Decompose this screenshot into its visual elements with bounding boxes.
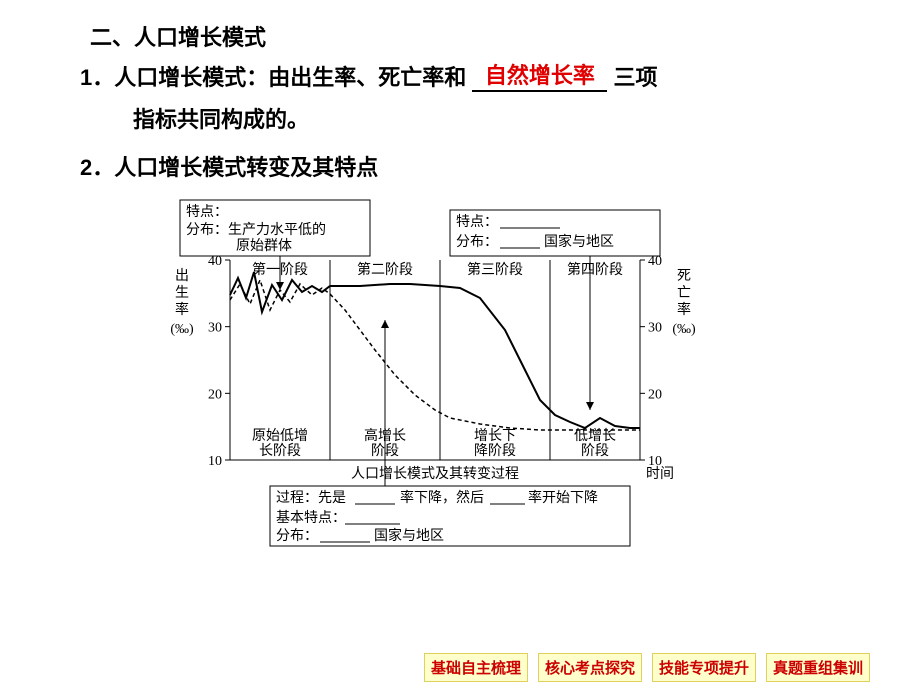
item1-post-text: 三项 [614,65,658,90]
svg-text:亡: 亡 [677,285,691,301]
figure-svg: 特点：分布：生产力水平低的原始群体特点：分布：国家与地区出生率(‰)死亡率(‰)… [160,200,760,620]
tab-skill[interactable]: 技能专项提升 [652,653,756,682]
tab-basic[interactable]: 基础自主梳理 [424,653,528,682]
tab-core[interactable]: 核心考点探究 [538,653,642,682]
svg-text:10: 10 [208,454,222,469]
svg-text:分布：: 分布： [276,528,318,544]
svg-text:20: 20 [648,387,662,402]
svg-text:分布：: 分布： [456,234,498,250]
svg-text:第四阶段: 第四阶段 [567,261,623,278]
item-2-heading: 2．人口增长模式转变及其特点 [80,150,378,182]
svg-text:国家与地区: 国家与地区 [544,233,614,250]
svg-text:出: 出 [175,268,189,284]
tab-exam[interactable]: 真题重组集训 [766,653,870,682]
svg-text:降阶段: 降阶段 [474,443,516,459]
svg-text:特点：: 特点： [456,214,498,230]
svg-text:原始群体: 原始群体 [236,238,292,254]
svg-text:30: 30 [208,321,222,336]
svg-text:原始低增: 原始低增 [252,428,308,444]
svg-text:20: 20 [208,387,222,402]
svg-text:时间: 时间 [646,466,674,482]
svg-text:生: 生 [175,285,189,301]
svg-text:率: 率 [677,301,691,318]
svg-text:长阶段: 长阶段 [259,443,301,459]
svg-text:30: 30 [648,321,662,336]
svg-text:过程：先是: 过程：先是 [276,490,346,506]
svg-text:率: 率 [175,301,189,318]
blank-answer: 自然增长率 [485,65,595,87]
svg-text:第一阶段: 第一阶段 [252,261,308,278]
svg-text:率开始下降: 率开始下降 [528,489,598,506]
svg-text:(‰): (‰) [170,322,194,337]
svg-text:40: 40 [208,254,222,269]
svg-text:第二阶段: 第二阶段 [357,261,413,278]
svg-text:基本特点：: 基本特点： [276,509,346,526]
svg-text:分布：生产力水平低的: 分布：生产力水平低的 [186,222,326,238]
svg-text:国家与地区: 国家与地区 [374,527,444,544]
population-growth-figure: 特点：分布：生产力水平低的原始群体特点：分布：国家与地区出生率(‰)死亡率(‰)… [160,200,760,620]
svg-text:特点：: 特点： [186,204,228,220]
svg-text:阶段: 阶段 [581,443,609,459]
svg-text:人口增长模式及其转变过程: 人口增长模式及其转变过程 [351,466,519,482]
item1-pre-text: 1．人口增长模式：由出生率、死亡率和 [80,65,466,90]
svg-text:率下降，然后: 率下降，然后 [400,489,484,506]
item-1-line1: 1．人口增长模式：由出生率、死亡率和 自然增长率 三项 [80,60,658,92]
item-1-line2: 指标共同构成的。 [133,102,309,134]
svg-text:低增长: 低增长 [574,428,616,444]
section-heading: 二、人口增长模式 [90,20,266,52]
svg-text:第三阶段: 第三阶段 [467,261,523,278]
svg-text:40: 40 [648,254,662,269]
svg-text:(‰): (‰) [672,322,696,337]
svg-text:增长下: 增长下 [474,428,516,444]
blank-underline: 自然增长率 [472,67,607,92]
svg-text:死: 死 [677,269,691,284]
bottom-tabs: 基础自主梳理 核心考点探究 技能专项提升 真题重组集训 [424,653,870,682]
